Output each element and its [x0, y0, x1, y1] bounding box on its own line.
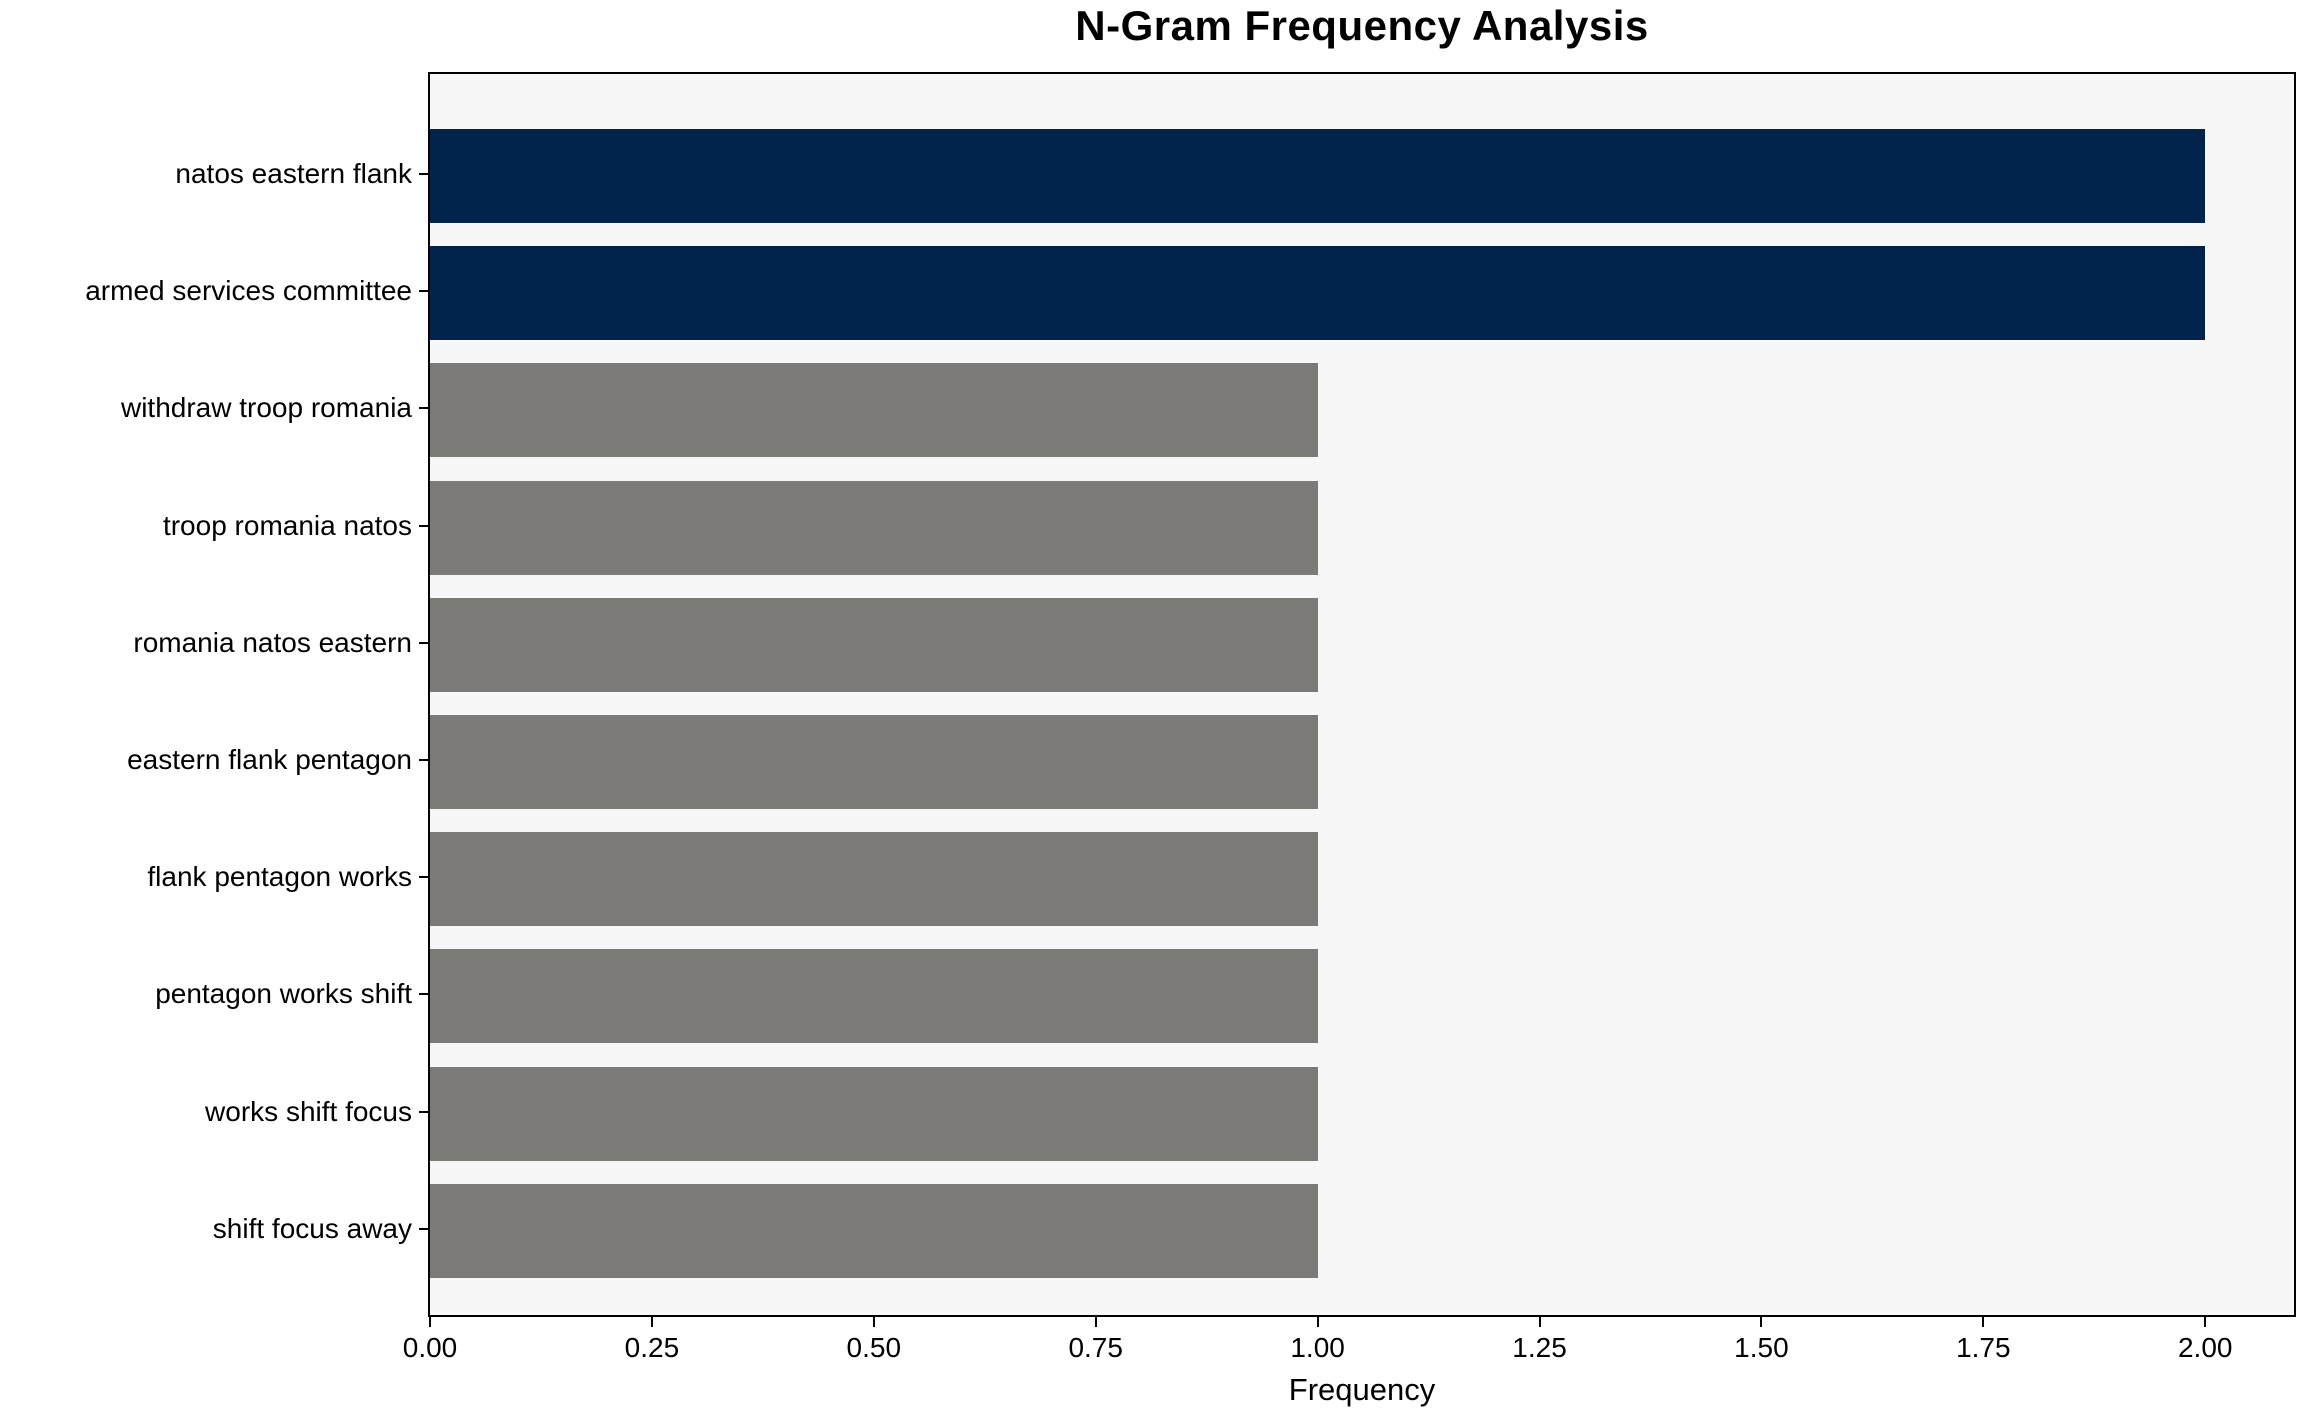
chart-title: N-Gram Frequency Analysis — [1075, 2, 1649, 49]
x-axis-tick — [1982, 1317, 1985, 1327]
y-axis-tick — [419, 173, 428, 175]
y-axis-label: shift focus away — [212, 1212, 412, 1244]
x-axis-tick — [2204, 1317, 2207, 1327]
y-axis-tick — [419, 759, 428, 761]
bar — [430, 1183, 1318, 1278]
x-axis-tick-label: 0.25 — [624, 1332, 680, 1363]
y-axis-label: pentagon works shift — [155, 978, 412, 1010]
x-axis-tick — [650, 1317, 653, 1327]
x-axis-tick — [1760, 1317, 1763, 1327]
bar — [430, 715, 1318, 809]
y-axis-label: romania natos eastern — [133, 626, 412, 658]
x-axis-tick-label: 0.00 — [402, 1332, 458, 1363]
y-axis-label: works shift focus — [205, 1095, 412, 1127]
bar — [430, 832, 1318, 927]
x-axis-tick-label: 1.00 — [1290, 1332, 1345, 1363]
x-axis-tick — [429, 1317, 431, 1327]
y-axis-tick — [419, 641, 428, 644]
x-axis-tick-label: 2.00 — [2177, 1332, 2233, 1363]
y-axis-tick — [419, 290, 428, 293]
x-axis-tick — [1316, 1317, 1319, 1327]
bar — [430, 246, 2206, 341]
x-axis-tick-label: 0.50 — [846, 1332, 902, 1363]
y-axis-tick — [419, 1227, 428, 1230]
x-axis-title: Frequency — [1288, 1372, 1436, 1407]
y-axis-label: withdraw troop romania — [120, 392, 412, 424]
bar — [430, 129, 2206, 223]
y-axis-label: flank pentagon works — [147, 861, 412, 893]
bar — [430, 597, 1318, 692]
y-axis-tick — [419, 407, 428, 410]
y-axis-label: eastern flank pentagon — [127, 744, 412, 775]
plot-area — [428, 72, 2296, 1317]
x-axis-tick-label: 1.25 — [1512, 1332, 1567, 1363]
y-axis-label: troop romania natos — [162, 509, 412, 541]
x-axis-tick — [872, 1317, 875, 1327]
y-axis-tick — [419, 1110, 428, 1113]
y-axis-tick — [419, 993, 428, 996]
bar — [430, 363, 1318, 458]
bar — [430, 480, 1318, 575]
x-axis-tick-label: 0.75 — [1068, 1332, 1123, 1363]
x-axis-tick-label: 1.75 — [1956, 1332, 2011, 1363]
x-axis-tick-label: 1.50 — [1734, 1332, 1789, 1363]
x-axis-tick — [1094, 1317, 1097, 1327]
x-axis-tick — [1538, 1317, 1541, 1327]
y-axis-tick — [419, 524, 428, 527]
y-axis-label: natos eastern flank — [175, 158, 412, 189]
bar — [430, 1066, 1318, 1161]
bar — [430, 949, 1318, 1044]
y-axis-label: armed services committee — [85, 275, 412, 307]
y-axis-tick — [419, 876, 428, 879]
